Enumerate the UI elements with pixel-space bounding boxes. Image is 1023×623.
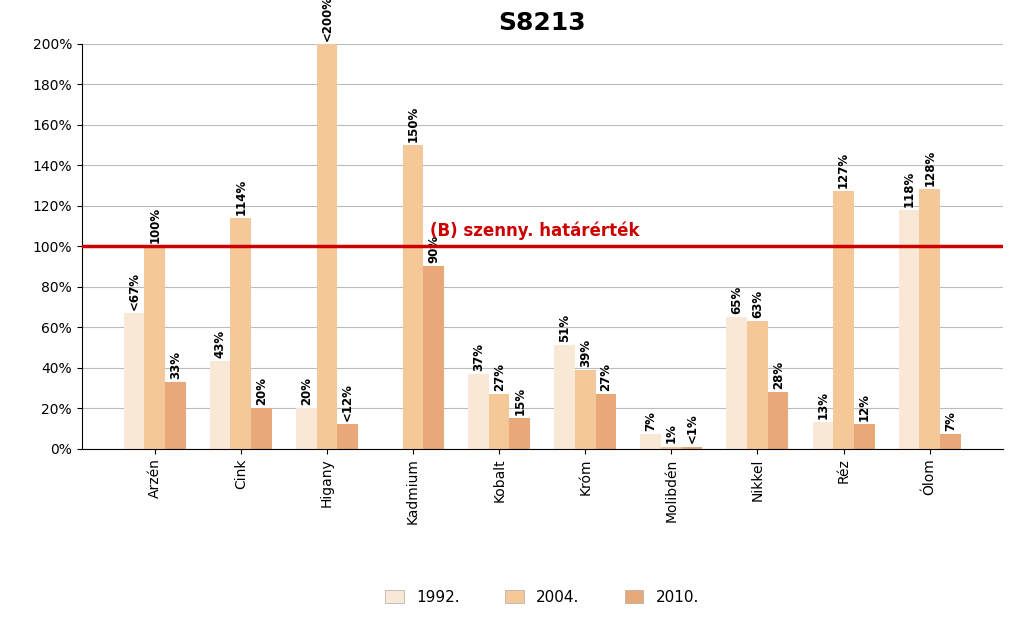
Text: 1%: 1% <box>665 424 678 444</box>
Bar <box>316 44 338 449</box>
Text: 43%: 43% <box>214 330 227 358</box>
Bar <box>403 145 424 449</box>
Bar <box>940 434 961 449</box>
Bar <box>296 408 316 449</box>
Bar <box>469 374 489 449</box>
Text: 13%: 13% <box>816 391 830 419</box>
Bar <box>424 267 444 449</box>
Bar <box>210 361 230 449</box>
Bar <box>747 321 768 449</box>
Bar <box>124 313 144 449</box>
Text: 20%: 20% <box>255 377 268 405</box>
Text: <12%: <12% <box>341 383 354 421</box>
Text: 39%: 39% <box>579 338 591 366</box>
Text: 65%: 65% <box>730 286 744 314</box>
Text: 128%: 128% <box>923 150 936 186</box>
Bar <box>640 434 661 449</box>
Bar <box>489 394 509 449</box>
Legend: 1992., 2004., 2010.: 1992., 2004., 2010. <box>380 584 705 611</box>
Bar <box>898 209 920 449</box>
Bar <box>768 392 789 449</box>
Title: S8213: S8213 <box>498 11 586 35</box>
Text: <200%: <200% <box>320 0 333 40</box>
Text: (B) szenny. határérték: (B) szenny. határérték <box>431 222 639 240</box>
Bar <box>251 408 272 449</box>
Bar <box>661 447 681 449</box>
Bar <box>509 418 530 449</box>
Text: 51%: 51% <box>559 314 571 342</box>
Text: 114%: 114% <box>234 178 248 215</box>
Text: 63%: 63% <box>751 290 764 318</box>
Text: 90%: 90% <box>428 235 440 264</box>
Bar <box>595 394 616 449</box>
Text: 127%: 127% <box>837 152 850 188</box>
Text: 100%: 100% <box>148 207 162 243</box>
Text: 15%: 15% <box>514 387 526 415</box>
Text: 28%: 28% <box>771 361 785 389</box>
Text: 118%: 118% <box>902 170 916 207</box>
Bar <box>338 424 358 449</box>
Bar <box>230 218 251 449</box>
Text: 150%: 150% <box>406 105 419 142</box>
Text: 37%: 37% <box>472 343 485 371</box>
Text: 7%: 7% <box>644 411 657 431</box>
Bar <box>920 189 940 449</box>
Bar <box>144 246 165 449</box>
Text: 20%: 20% <box>300 377 313 405</box>
Bar <box>554 345 575 449</box>
Bar <box>834 191 854 449</box>
Text: 27%: 27% <box>599 363 613 391</box>
Bar <box>681 447 703 449</box>
Bar <box>165 382 186 449</box>
Text: 12%: 12% <box>857 393 871 421</box>
Text: <67%: <67% <box>128 272 140 310</box>
Bar <box>854 424 875 449</box>
Text: 33%: 33% <box>169 351 182 379</box>
Bar <box>812 422 834 449</box>
Text: <1%: <1% <box>685 414 699 444</box>
Bar <box>726 317 747 449</box>
Text: 7%: 7% <box>944 411 957 431</box>
Text: 27%: 27% <box>493 363 505 391</box>
Bar <box>575 369 595 449</box>
